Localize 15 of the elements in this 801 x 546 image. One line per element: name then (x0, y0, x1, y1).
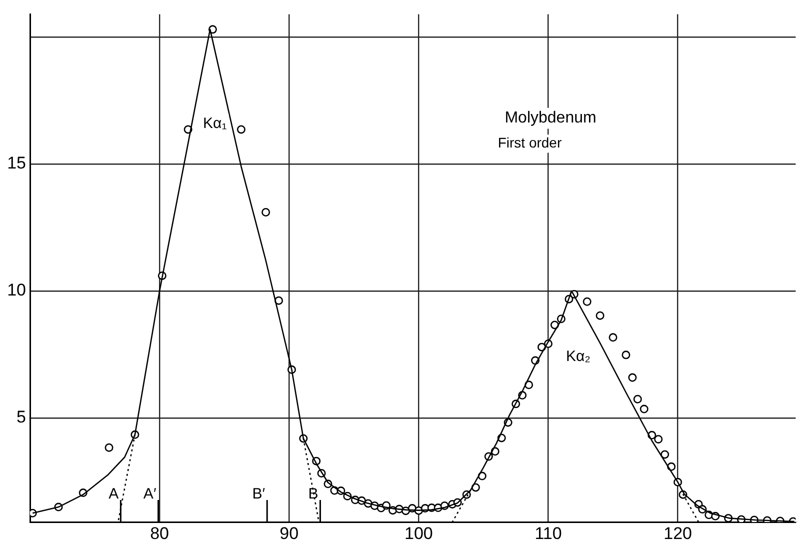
y-tick-label: 5 (16, 408, 26, 427)
annotation: Molybdenum (504, 110, 596, 127)
ref-line-label: A (108, 486, 119, 503)
annotation: Kα₁ (203, 115, 227, 132)
x-tick-label: 100 (404, 524, 433, 543)
annotation: First order (498, 134, 562, 151)
x-tick-label: 90 (280, 524, 299, 543)
y-tick-label: 15 (7, 154, 26, 173)
y-tick-label: 10 (7, 280, 26, 300)
ref-line-label: B′ (252, 486, 266, 503)
ref-line-label: A′ (143, 486, 156, 503)
x-tick-label: 80 (150, 524, 170, 543)
x-tick-label: 120 (664, 524, 692, 543)
x-tick-label: 110 (534, 524, 562, 543)
annotation: Kα₂ (566, 348, 591, 366)
